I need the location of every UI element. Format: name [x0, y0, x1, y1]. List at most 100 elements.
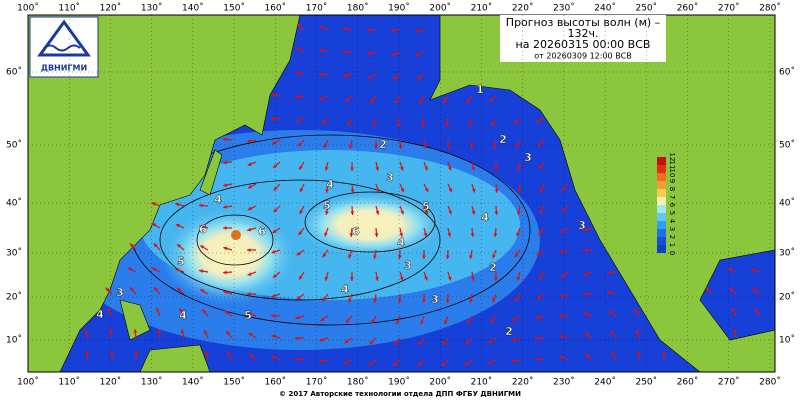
lon-label: 180˚ [347, 3, 369, 14]
lon-label: 100˚ [17, 3, 39, 14]
contour-label: 4 [179, 309, 187, 322]
colorbar-swatch [657, 237, 666, 245]
contour-label: 4 [96, 308, 104, 321]
lon-label: 240˚ [594, 3, 616, 14]
colorbar-label: 0 [668, 251, 676, 255]
lat-label: 50˚ [6, 140, 22, 151]
contour-label: 3 [431, 293, 439, 306]
lon-label: 220˚ [512, 3, 534, 14]
lat-label: 40˚ [6, 198, 22, 209]
colorbar-label: 10 [668, 169, 676, 178]
colorbar-label: 2 [668, 235, 676, 239]
colorbar-swatch [657, 189, 666, 197]
lon-label: 180˚ [347, 377, 369, 388]
colorbar-swatch [657, 181, 666, 189]
lon-label: 270˚ [718, 377, 740, 388]
contour-label: 5 [323, 199, 331, 212]
contour-label: 2 [499, 133, 507, 146]
lat-label: 60˚ [6, 67, 22, 78]
lat-label: 30˚ [779, 248, 795, 259]
lon-label: 190˚ [388, 377, 410, 388]
lon-label: 270˚ [718, 3, 740, 14]
contour-label: 6 [199, 223, 207, 236]
colorbar-swatch [657, 229, 666, 237]
lon-label: 130˚ [141, 377, 163, 388]
lon-label: 100˚ [17, 377, 39, 388]
lon-label: 150˚ [223, 377, 245, 388]
contour-label: 3 [524, 151, 532, 164]
lon-label: 250˚ [635, 3, 657, 14]
lon-label: 110˚ [58, 3, 80, 14]
lon-label: 130˚ [141, 3, 163, 14]
lon-label: 280˚ [759, 377, 781, 388]
lon-label: 150˚ [223, 3, 245, 14]
colorbar-label: 9 [668, 179, 676, 183]
lon-label: 160˚ [264, 3, 286, 14]
contour-label: 1 [476, 83, 484, 96]
contour-label: 2 [489, 261, 497, 274]
contour-label: 3 [386, 171, 394, 184]
colorbar-label: 1 [668, 243, 676, 247]
title-line: от 20260309 12:00 ВСВ [534, 52, 632, 61]
colorbar-label: 7 [668, 195, 676, 199]
lon-label: 240˚ [594, 377, 616, 388]
lon-label: 170˚ [306, 377, 328, 388]
colorbar-swatch [657, 173, 666, 181]
lon-label: 210˚ [471, 377, 493, 388]
colorbar-label: 4 [668, 219, 676, 224]
contour-label: 4 [481, 211, 489, 224]
lat-label: 40˚ [779, 198, 795, 209]
lon-label: 260˚ [677, 3, 699, 14]
colorbar-swatch [657, 197, 666, 205]
colorbar-swatch [657, 213, 666, 221]
contour-label: 5 [177, 255, 185, 268]
logo-text: ДВНИГМИ [41, 64, 87, 73]
contour-label: 3 [116, 286, 124, 299]
lon-label: 250˚ [635, 377, 657, 388]
colorbar-swatch [657, 221, 666, 229]
lon-label: 230˚ [553, 377, 575, 388]
lon-label: 260˚ [677, 377, 699, 388]
colorbar-swatch [657, 165, 666, 173]
contour-label: 2 [505, 325, 513, 338]
lon-label: 230˚ [553, 3, 575, 14]
lon-label: 160˚ [264, 377, 286, 388]
lon-label: 120˚ [100, 3, 122, 14]
contour-label: 5 [422, 200, 430, 213]
contour-label: 4 [326, 178, 334, 191]
contour-label: 4 [397, 236, 405, 249]
lon-label: 110˚ [58, 377, 80, 388]
lon-label: 200˚ [429, 3, 451, 14]
wave-max [231, 230, 241, 240]
colorbar-label: 5 [668, 211, 676, 215]
contour-label: 2 [379, 138, 387, 151]
lon-label: 140˚ [182, 377, 204, 388]
lon-label: 140˚ [182, 3, 204, 14]
footer: © 2017 Авторские технологии отдела ДПП Ф… [279, 390, 521, 398]
lat-label: 10˚ [779, 335, 795, 346]
lon-label: 200˚ [429, 377, 451, 388]
colorbar-swatch [657, 205, 666, 213]
title-line: на 20260315 00:00 ВСВ [516, 38, 651, 51]
lon-label: 170˚ [306, 3, 328, 14]
lat-label: 20˚ [779, 292, 795, 303]
colorbar-label: 6 [668, 203, 676, 208]
lon-label: 220˚ [512, 377, 534, 388]
contour-label: 4 [341, 283, 349, 296]
contour-label: 6 [352, 225, 360, 238]
contour-label: 6 [258, 225, 266, 238]
colorbar-label: 8 [668, 187, 676, 191]
lat-label: 60˚ [779, 67, 795, 78]
contour-label: 3 [578, 219, 586, 232]
lon-label: 210˚ [471, 3, 493, 14]
lat-label: 10˚ [6, 335, 22, 346]
lat-label: 20˚ [6, 292, 22, 303]
contour-label: 4 [214, 193, 222, 206]
lon-label: 120˚ [100, 377, 122, 388]
logo: ДВНИГМИ [30, 17, 98, 77]
contour-label: 3 [404, 259, 412, 272]
contour-label: 5 [244, 309, 252, 322]
lon-label: 280˚ [759, 3, 781, 14]
lon-label: 190˚ [388, 3, 410, 14]
